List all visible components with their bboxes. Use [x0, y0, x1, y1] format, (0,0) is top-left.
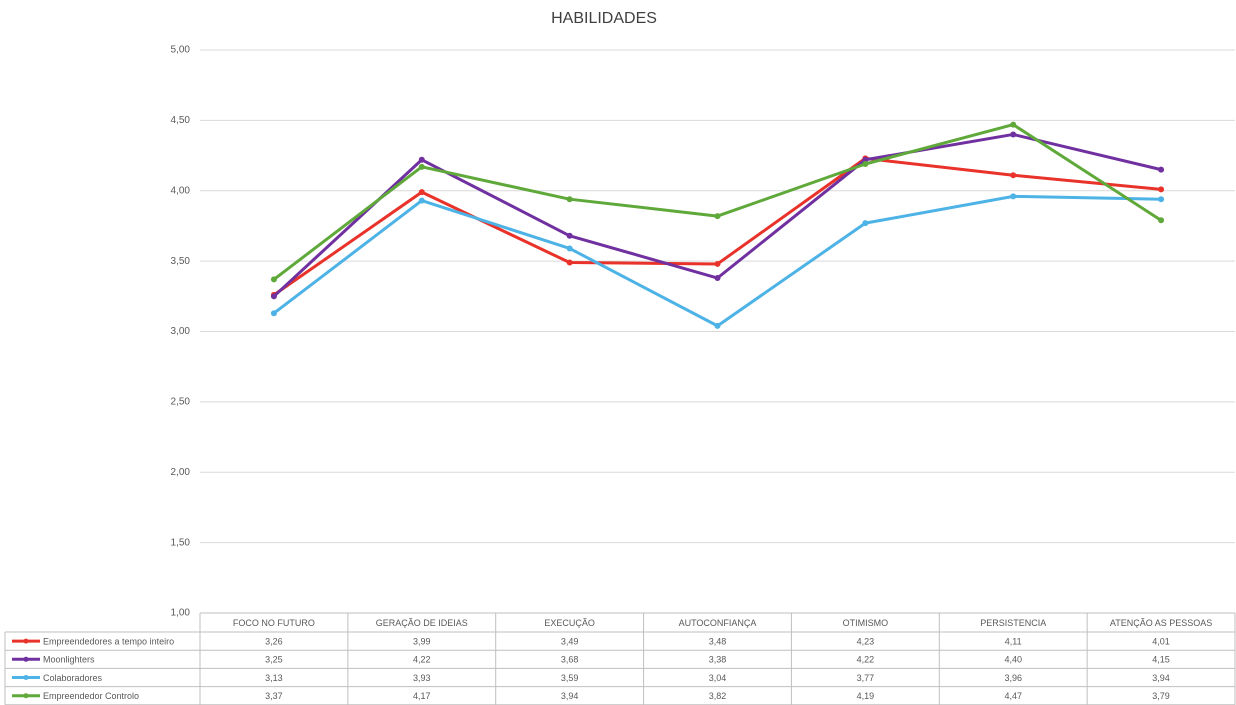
y-tick-label: 4,00: [171, 185, 191, 196]
x-tick-label: GERAÇÃO DE IDEIAS: [376, 618, 468, 628]
table-value: 3,38: [709, 655, 727, 665]
table-value: 3,94: [1152, 673, 1170, 683]
data-point: [714, 213, 721, 220]
legend-swatch-marker: [23, 675, 29, 680]
table-value: 4,17: [413, 691, 431, 701]
table-value: 3,82: [709, 691, 727, 701]
table-value: 4,01: [1152, 636, 1170, 646]
table-value: 3,13: [265, 673, 283, 683]
data-point: [1158, 166, 1165, 173]
legend-swatch-marker: [23, 693, 29, 699]
data-point: [1010, 193, 1017, 200]
table-value: 3,79: [1152, 691, 1170, 701]
data-point: [714, 322, 721, 329]
data-point: [714, 260, 721, 267]
table-value: 3,93: [413, 673, 431, 683]
data-point: [1158, 186, 1165, 193]
data-point: [566, 259, 573, 266]
data-point: [1010, 121, 1017, 128]
data-point: [566, 196, 573, 203]
legend-swatch-marker: [23, 638, 29, 644]
table-value: 4,22: [413, 655, 431, 665]
table-value: 3,99: [413, 636, 431, 646]
table-value: 4,47: [1004, 691, 1022, 701]
table-value: 3,26: [265, 636, 283, 646]
x-tick-label: ATENÇÃO AS PESSOAS: [1110, 618, 1212, 628]
data-point: [1010, 172, 1017, 179]
data-point: [862, 156, 869, 163]
y-tick-label: 5,00: [171, 45, 191, 56]
table-value: 4,15: [1152, 655, 1170, 665]
data-point: [270, 293, 277, 300]
legend-label: Empreendedores a tempo inteiro: [43, 636, 174, 646]
data-point: [418, 163, 425, 170]
x-tick-label: AUTOCONFIANÇA: [679, 618, 757, 628]
table-value: 3,68: [561, 655, 579, 665]
data-point: [1158, 217, 1165, 224]
table-value: 4,22: [857, 655, 875, 665]
data-point: [566, 232, 573, 239]
data-point: [270, 276, 277, 283]
x-tick-label: FOCO NO FUTURO: [233, 618, 315, 628]
table-value: 3,48: [709, 636, 727, 646]
y-tick-label: 2,00: [171, 467, 191, 478]
table-value: 4,40: [1004, 655, 1022, 665]
table-value: 3,04: [709, 673, 727, 683]
x-tick-label: OTIMISMO: [843, 618, 889, 628]
table-value: 3,96: [1004, 673, 1022, 683]
table-value: 3,94: [561, 691, 579, 701]
data-point: [862, 161, 869, 168]
y-tick-label: 1,50: [171, 537, 191, 548]
legend-label: Moonlighters: [43, 655, 95, 665]
table-value: 4,11: [1005, 636, 1022, 646]
table-value: 3,59: [561, 673, 579, 683]
data-point: [270, 310, 277, 317]
x-tick-label: PERSISTENCIA: [980, 618, 1046, 628]
table-value: 3,37: [265, 691, 283, 701]
y-tick-label: 3,50: [171, 256, 191, 267]
data-point: [714, 275, 721, 282]
table-value: 3,25: [265, 655, 283, 665]
table-value: 3,77: [857, 673, 875, 683]
legend-label: Empreendedor Controlo: [43, 691, 139, 701]
data-point: [418, 156, 425, 163]
data-point: [418, 189, 425, 196]
table-value: 3,49: [561, 636, 579, 646]
legend-swatch-marker: [23, 656, 29, 662]
x-tick-label: EXECUÇÃO: [544, 618, 595, 628]
y-tick-label: 4,50: [171, 115, 191, 126]
data-point: [862, 220, 869, 227]
data-point: [1010, 131, 1017, 138]
legend-label: Colaboradores: [43, 673, 103, 683]
data-point: [1158, 196, 1165, 203]
y-tick-label: 2,50: [171, 397, 191, 408]
data-point: [566, 245, 573, 252]
table-value: 4,23: [857, 636, 875, 646]
y-tick-label: 1,00: [171, 608, 191, 619]
table-value: 4,19: [857, 691, 875, 701]
data-point: [418, 197, 425, 204]
y-tick-label: 3,00: [171, 326, 191, 337]
chart-title: HABILIDADES: [551, 10, 657, 27]
